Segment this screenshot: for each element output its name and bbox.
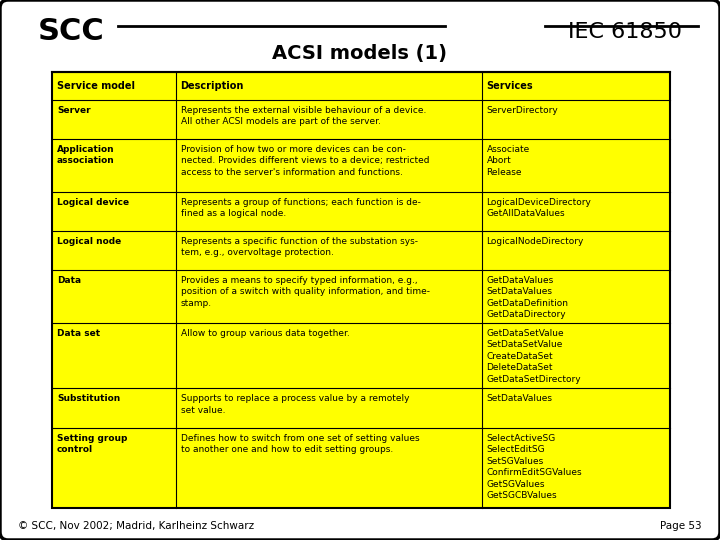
Text: Defines how to switch from one set of setting values: Defines how to switch from one set of se…: [181, 434, 419, 443]
Text: Logical node: Logical node: [57, 237, 121, 246]
Text: All other ACSI models are part of the server.: All other ACSI models are part of the se…: [181, 117, 380, 126]
Text: SelectActiveSG: SelectActiveSG: [487, 434, 556, 443]
Text: ConfirmEditSGValues: ConfirmEditSGValues: [487, 468, 582, 477]
Text: Data: Data: [57, 276, 81, 285]
Text: Server: Server: [57, 106, 91, 114]
Text: tem, e.g., overvoltage protection.: tem, e.g., overvoltage protection.: [181, 248, 333, 257]
Text: association: association: [57, 157, 114, 165]
Text: GetDataSetDirectory: GetDataSetDirectory: [487, 375, 581, 383]
Text: LogicalNodeDirectory: LogicalNodeDirectory: [487, 237, 584, 246]
Text: SelectEditSG: SelectEditSG: [487, 445, 545, 454]
Text: Service model: Service model: [57, 81, 135, 91]
Text: set value.: set value.: [181, 406, 225, 415]
Text: GetDataSetValue: GetDataSetValue: [487, 328, 564, 338]
Text: nected. Provides different views to a device; restricted: nected. Provides different views to a de…: [181, 157, 429, 165]
Text: Represents a specific function of the substation sys-: Represents a specific function of the su…: [181, 237, 418, 246]
Text: Abort: Abort: [487, 157, 511, 165]
Text: Setting group: Setting group: [57, 434, 127, 443]
Text: Services: Services: [487, 81, 533, 91]
Text: GetAllDataValues: GetAllDataValues: [487, 209, 565, 218]
Text: GetSGCBValues: GetSGCBValues: [487, 491, 557, 500]
Text: Associate: Associate: [487, 145, 530, 154]
Text: control: control: [57, 445, 93, 454]
Text: Description: Description: [181, 81, 244, 91]
Text: Application: Application: [57, 145, 114, 154]
Text: Logical device: Logical device: [57, 198, 129, 206]
Text: ServerDirectory: ServerDirectory: [487, 106, 558, 114]
Text: SetDataSetValue: SetDataSetValue: [487, 340, 563, 349]
Text: fined as a logical node.: fined as a logical node.: [181, 209, 286, 218]
Text: Represents the external visible behaviour of a device.: Represents the external visible behaviou…: [181, 106, 426, 114]
Text: Data set: Data set: [57, 328, 100, 338]
Text: Provides a means to specify typed information, e.g.,: Provides a means to specify typed inform…: [181, 276, 417, 285]
Text: GetSGValues: GetSGValues: [487, 480, 545, 489]
Text: stamp.: stamp.: [181, 299, 212, 308]
Text: SetSGValues: SetSGValues: [487, 457, 544, 465]
Text: Release: Release: [487, 168, 522, 177]
Text: to another one and how to edit setting groups.: to another one and how to edit setting g…: [181, 445, 393, 454]
Text: LogicalDeviceDirectory: LogicalDeviceDirectory: [487, 198, 591, 206]
Text: GetDataDefinition: GetDataDefinition: [487, 299, 569, 308]
Text: SetDataValues: SetDataValues: [487, 287, 552, 296]
Text: ACSI models (1): ACSI models (1): [272, 44, 448, 63]
Text: Allow to group various data together.: Allow to group various data together.: [181, 328, 349, 338]
Text: SetDataValues: SetDataValues: [487, 395, 552, 403]
Text: IEC 61850: IEC 61850: [568, 22, 682, 42]
Text: position of a switch with quality information, and time-: position of a switch with quality inform…: [181, 287, 430, 296]
Text: GetDataValues: GetDataValues: [487, 276, 554, 285]
Text: GetDataDirectory: GetDataDirectory: [487, 310, 566, 320]
Bar: [52, 72, 670, 508]
Text: Represents a group of functions; each function is de-: Represents a group of functions; each fu…: [181, 198, 420, 206]
Text: © SCC, Nov 2002; Madrid, Karlheinz Schwarz: © SCC, Nov 2002; Madrid, Karlheinz Schwa…: [18, 521, 254, 531]
Text: Page 53: Page 53: [660, 521, 702, 531]
Text: Substitution: Substitution: [57, 395, 120, 403]
Text: SCC: SCC: [38, 17, 104, 46]
Text: Supports to replace a process value by a remotely: Supports to replace a process value by a…: [181, 395, 409, 403]
Text: access to the server's information and functions.: access to the server's information and f…: [181, 168, 402, 177]
Text: DeleteDataSet: DeleteDataSet: [487, 363, 553, 372]
Text: Provision of how two or more devices can be con-: Provision of how two or more devices can…: [181, 145, 405, 154]
Text: CreateDataSet: CreateDataSet: [487, 352, 553, 361]
